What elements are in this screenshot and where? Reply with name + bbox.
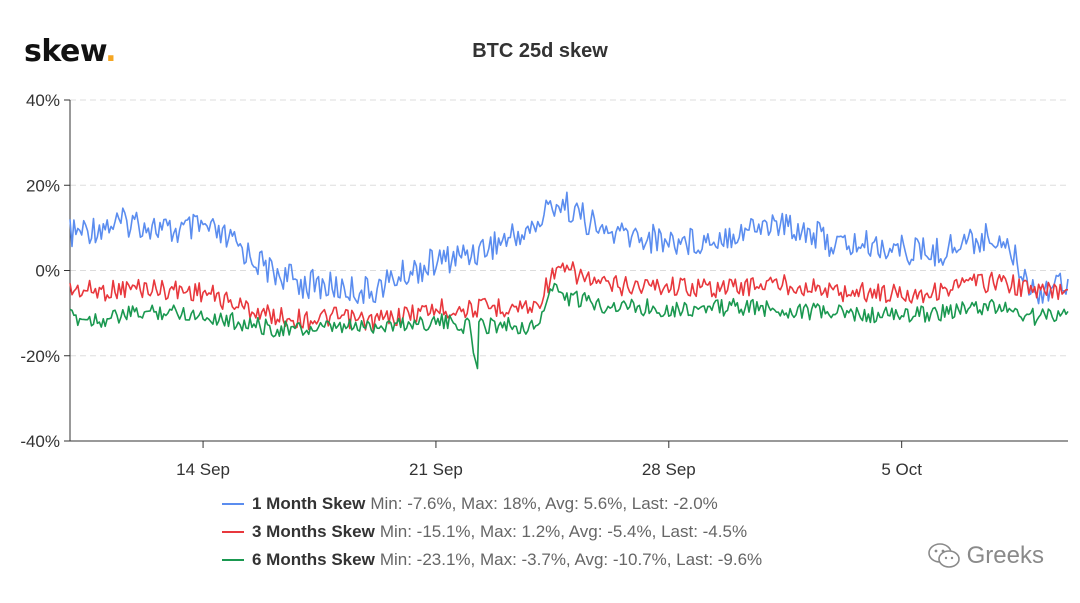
series-line-3-months-skew [69,261,1069,332]
legend-series-name-3m: 3 Months Skew [252,522,375,541]
legend-series-name-1m: 1 Month Skew [252,494,366,513]
wechat-icon [927,543,960,568]
legend-swatch-1m [222,503,244,505]
logo-text: skew [24,34,106,69]
skew-logo: skew. [24,34,117,69]
chart-title: BTC 25d skew [472,40,608,62]
legend-series-name-6m: 6 Months Skew [252,550,375,569]
legend-series-stats-1m: Min: -7.6%, Max: 18%, Avg: 5.6%, Last: -… [370,494,718,513]
legend-swatch-3m [222,531,244,533]
y-tick-label: 20% [26,176,60,195]
y-tick-label: 0% [35,262,60,281]
legend-item-6m[interactable]: 6 Months Skew Min: -23.1%, Max: -3.7%, A… [222,546,762,574]
x-tick-label: 14 Sep [176,460,230,479]
y-tick-label: -20% [20,347,60,366]
watermark: Greeks [927,542,1044,570]
y-tick-label: 40% [26,91,60,110]
watermark-text: Greeks [966,542,1044,569]
legend-series-stats-3m: Min: -15.1%, Max: 1.2%, Avg: -5.4%, Last… [379,522,748,541]
legend-swatch-6m [222,559,244,561]
chart-legend: 1 Month Skew Min: -7.6%, Max: 18%, Avg: … [222,490,762,574]
x-tick-label: 21 Sep [409,460,463,479]
y-tick-label: -40% [20,432,60,451]
series-line-1-month-skew [69,191,1069,305]
legend-series-stats-6m: Min: -23.1%, Max: -3.7%, Avg: -10.7%, La… [379,550,763,569]
x-tick-label: 28 Sep [642,460,696,479]
series-line-6-months-skew [69,282,1069,370]
legend-item-3m[interactable]: 3 Months Skew Min: -15.1%, Max: 1.2%, Av… [222,518,762,546]
x-tick-label: 5 Oct [881,460,922,479]
legend-item-1m[interactable]: 1 Month Skew Min: -7.6%, Max: 18%, Avg: … [222,490,762,518]
logo-dot: . [105,34,117,69]
